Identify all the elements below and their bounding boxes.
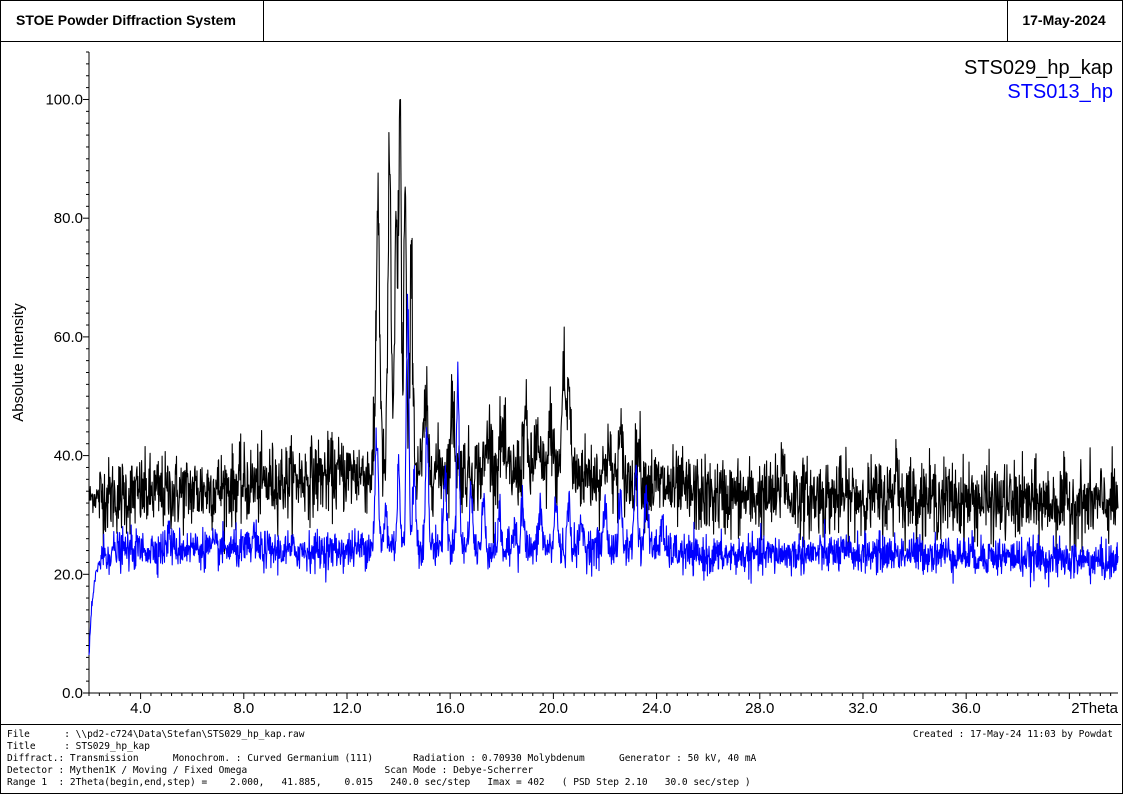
y-tick-label: 20.0: [54, 566, 83, 583]
series-line-black: [88, 98, 1119, 570]
diffraction-chart: 0.0 20.0 40.0 60.0 80.0 100.0 4.0 8.0 12.0 16.0 20…: [10, 51, 1119, 717]
x-tick-label: 16.0: [436, 700, 465, 717]
y-tick-label: 40.0: [54, 448, 83, 465]
y-axis-label: Absolute Intensity: [10, 303, 27, 422]
x-tick-label: 4.0: [130, 700, 151, 717]
x-tick-label: 12.0: [332, 700, 361, 717]
x-tick-label: 20.0: [539, 700, 568, 717]
y-tick-label: 100.0: [45, 91, 83, 108]
header-divider: [1007, 0, 1008, 41]
footer-diffract-line: Diffract.: Transmission Monochrom. : Cur…: [7, 753, 757, 764]
y-tick-label: 80.0: [54, 210, 83, 227]
system-title: STOE Powder Diffraction System: [16, 12, 236, 28]
footer-created: Created : 17-May-24 11:03 by Powdat: [912, 729, 1113, 740]
x-axis-label: 2Theta: [1071, 700, 1118, 717]
series-line-blue: [88, 293, 1119, 656]
y-tick-label: 60.0: [54, 329, 83, 346]
x-tick-label: 36.0: [952, 700, 981, 717]
legend-entry: STS029_hp_kap: [964, 57, 1113, 79]
y-tick-label: 0.0: [62, 685, 83, 702]
x-tick-label: 28.0: [745, 700, 774, 717]
footer-detector-line: Detector : Mythen1K / Moving / Fixed Ome…: [7, 765, 534, 776]
header-date: 17-May-2024: [1022, 12, 1106, 28]
x-tick-label: 8.0: [233, 700, 254, 717]
footer-title-line: Title : STS029_hp_kap: [7, 741, 150, 752]
legend-entry: STS013_hp: [1007, 81, 1113, 103]
footer-file-line: File : \\pd2-c724\Data\Stefan\STS029_hp_…: [7, 729, 305, 740]
footer-range-line: Range 1 : 2Theta(begin,end,step) = 2.000…: [7, 777, 751, 788]
header-bar: STOE Powder Diffraction System 17-May-20…: [0, 0, 1121, 42]
footer-info: File : \\pd2-c724\Data\Stefan\STS029_hp_…: [0, 724, 1121, 794]
x-tick-label: 32.0: [848, 700, 877, 717]
header-divider: [263, 0, 264, 41]
x-tick-label: 24.0: [642, 700, 671, 717]
